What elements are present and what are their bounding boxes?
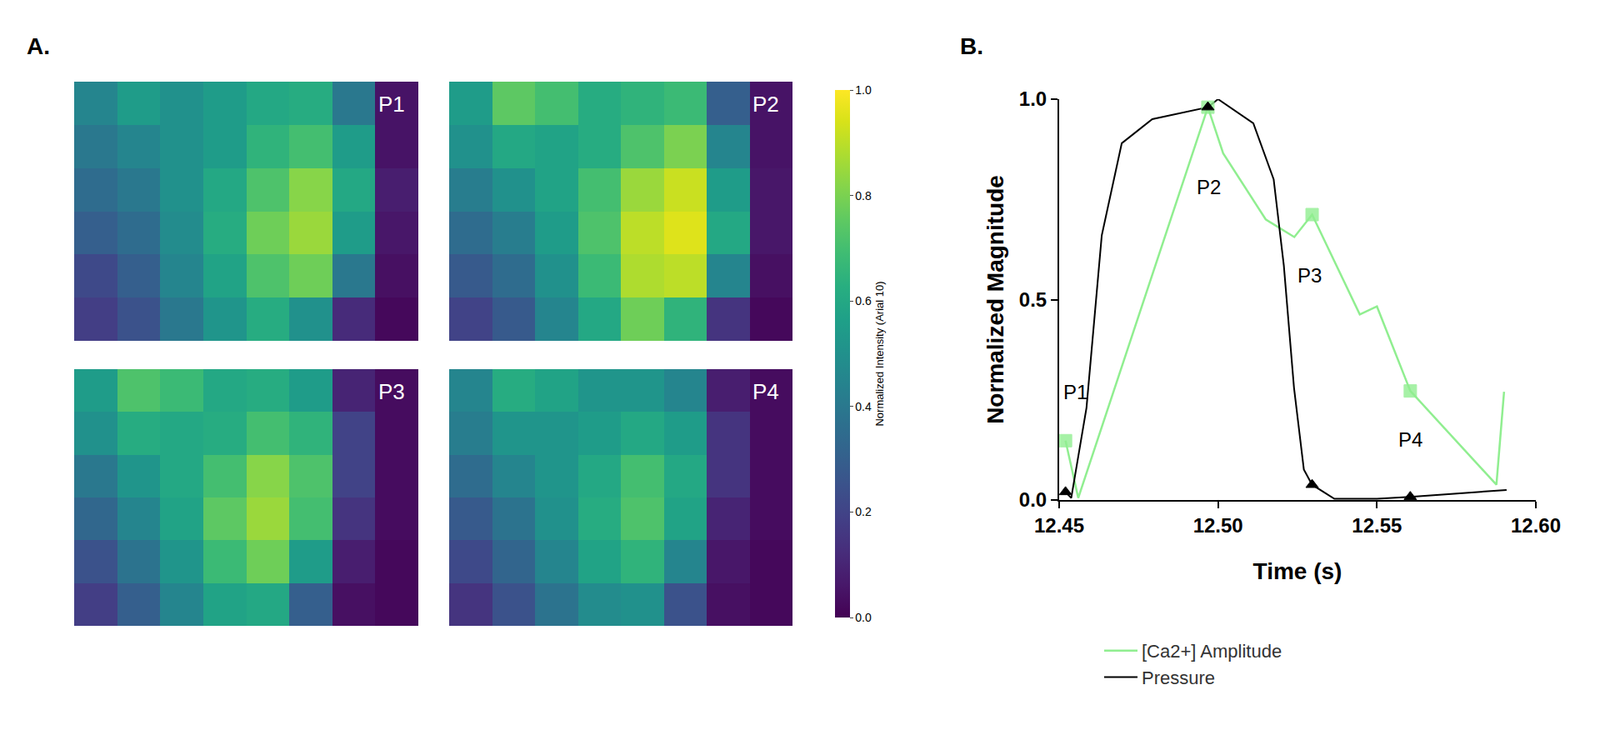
svg-text:[Ca2+] Amplitude: [Ca2+] Amplitude bbox=[1141, 640, 1282, 662]
svg-text:Time (s): Time (s) bbox=[1253, 558, 1343, 585]
svg-text:12.60: 12.60 bbox=[1510, 514, 1561, 537]
svg-text:Normalized Intensity (Arial 10: Normalized Intensity (Arial 10) bbox=[873, 280, 886, 426]
svg-text:0.2: 0.2 bbox=[855, 505, 872, 519]
svg-text:P1: P1 bbox=[1063, 380, 1088, 404]
svg-text:P3: P3 bbox=[378, 379, 405, 405]
svg-text:0.0: 0.0 bbox=[855, 610, 872, 625]
svg-text:P3: P3 bbox=[1297, 264, 1322, 287]
svg-text:P4: P4 bbox=[752, 379, 780, 405]
svg-text:12.55: 12.55 bbox=[1351, 514, 1402, 537]
svg-text:0.0: 0.0 bbox=[1019, 488, 1047, 511]
svg-text:12.45: 12.45 bbox=[1034, 514, 1085, 537]
svg-text:1.0: 1.0 bbox=[1019, 87, 1047, 110]
svg-text:0.6: 0.6 bbox=[855, 294, 872, 308]
svg-text:Normalized Magnitude: Normalized Magnitude bbox=[982, 175, 1009, 425]
svg-text:P2: P2 bbox=[1196, 175, 1221, 199]
svg-text:0.4: 0.4 bbox=[855, 400, 872, 414]
svg-text:P2: P2 bbox=[752, 91, 780, 117]
svg-text:B.: B. bbox=[960, 33, 984, 60]
svg-text:0.8: 0.8 bbox=[855, 189, 872, 203]
svg-text:0.5: 0.5 bbox=[1019, 288, 1047, 311]
svg-text:Pressure: Pressure bbox=[1141, 667, 1215, 689]
svg-text:P4: P4 bbox=[1398, 428, 1423, 451]
svg-text:P1: P1 bbox=[378, 91, 405, 117]
svg-text:A.: A. bbox=[26, 33, 50, 60]
svg-text:1.0: 1.0 bbox=[855, 83, 872, 97]
svg-text:12.50: 12.50 bbox=[1193, 514, 1244, 537]
